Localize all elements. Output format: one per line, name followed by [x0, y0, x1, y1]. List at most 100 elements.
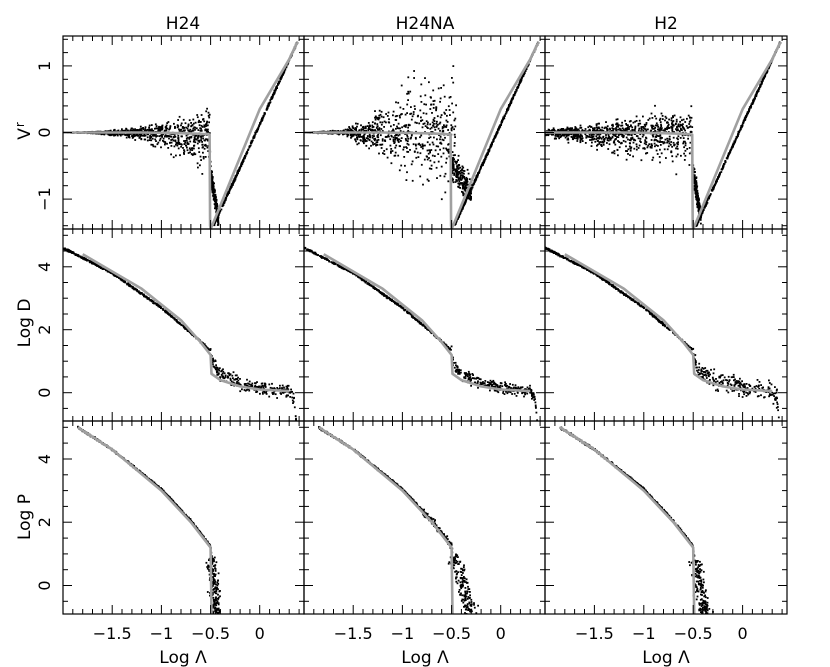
- simulation-point: [478, 171, 481, 174]
- simulation-point: [164, 134, 167, 137]
- simulation-point: [215, 209, 218, 211]
- simulation-point: [203, 147, 206, 150]
- simulation-point: [448, 109, 451, 111]
- simulation-point: [466, 196, 469, 199]
- simulation-point: [413, 70, 415, 72]
- simulation-point: [676, 126, 678, 128]
- simulation-point: [194, 121, 197, 124]
- x-axis-label-h2: Log Λ: [642, 648, 690, 667]
- simulation-point: [445, 147, 447, 150]
- simulation-point: [431, 131, 434, 133]
- simulation-point: [465, 198, 467, 201]
- simulation-point: [613, 134, 615, 136]
- simulation-point: [440, 165, 443, 168]
- simulation-point: [200, 124, 203, 127]
- simulation-point: [138, 133, 141, 136]
- simulation-point: [650, 129, 653, 132]
- simulation-point: [396, 138, 399, 141]
- simulation-point: [432, 100, 435, 102]
- simulation-point: [433, 120, 436, 122]
- simulation-point: [412, 113, 415, 116]
- simulation-point: [201, 126, 204, 128]
- simulation-point: [150, 124, 153, 126]
- simulation-point: [598, 130, 600, 132]
- simulation-point: [279, 77, 282, 80]
- simulation-point: [479, 168, 482, 170]
- simulation-point: [663, 129, 666, 132]
- simulation-point: [406, 135, 409, 138]
- simulation-point: [479, 166, 482, 168]
- simulation-point: [387, 111, 390, 114]
- simulation-point: [474, 178, 476, 181]
- simulation-point: [224, 198, 227, 201]
- simulation-point: [360, 124, 362, 127]
- simulation-point: [160, 134, 162, 137]
- simulation-point: [388, 118, 390, 121]
- simulation-point: [406, 103, 409, 106]
- simulation-point: [555, 133, 557, 135]
- simulation-point: [439, 174, 442, 177]
- simulation-point: [445, 119, 448, 122]
- simulation-point: [182, 147, 184, 149]
- simulation-point: [205, 138, 208, 141]
- simulation-point: [483, 160, 486, 163]
- simulation-point: [508, 104, 510, 107]
- simulation-point: [385, 121, 387, 124]
- simulation-point: [380, 115, 383, 118]
- simulation-point: [149, 129, 152, 132]
- simulation-point: [457, 171, 459, 173]
- simulation-point: [663, 148, 666, 151]
- simulation-point: [483, 159, 486, 162]
- simulation-point: [432, 143, 435, 146]
- simulation-point: [614, 138, 617, 141]
- simulation-point: [217, 222, 220, 225]
- simulation-point: [136, 129, 139, 132]
- simulation-point: [681, 119, 683, 122]
- simulation-point: [638, 127, 641, 130]
- simulation-point: [676, 153, 679, 156]
- simulation-point: [684, 144, 687, 147]
- simulation-point: [721, 168, 723, 171]
- simulation-point: [166, 142, 168, 145]
- simulation-point: [113, 134, 115, 137]
- simulation-point: [614, 133, 617, 135]
- simulation-point: [409, 90, 412, 93]
- simulation-point: [635, 145, 638, 148]
- simulation-point: [428, 137, 430, 139]
- simulation-point: [512, 97, 514, 99]
- simulation-point: [619, 133, 622, 136]
- simulation-point: [608, 143, 611, 146]
- simulation-point: [615, 123, 617, 126]
- simulation-point: [365, 140, 368, 142]
- simulation-point: [609, 138, 612, 141]
- simulation-point: [406, 134, 408, 137]
- simulation-point: [667, 123, 670, 126]
- simulation-point: [158, 139, 161, 142]
- simulation-point: [630, 134, 633, 136]
- simulation-point: [196, 116, 199, 119]
- simulation-point: [433, 155, 436, 157]
- simulation-point: [562, 134, 564, 137]
- simulation-point: [404, 126, 407, 128]
- simulation-point: [177, 119, 179, 121]
- simulation-point: [151, 143, 154, 146]
- simulation-point: [186, 149, 189, 152]
- simulation-point: [675, 129, 678, 132]
- simulation-point: [190, 122, 192, 124]
- simulation-point: [640, 126, 643, 128]
- simulation-point: [689, 116, 691, 119]
- simulation-point: [161, 133, 163, 136]
- simulation-point: [632, 141, 635, 144]
- simulation-point: [135, 133, 138, 136]
- simulation-point: [456, 217, 459, 219]
- simulation-point: [667, 125, 669, 127]
- simulation-point: [447, 151, 450, 154]
- simulation-point: [498, 125, 501, 127]
- simulation-point: [197, 147, 200, 150]
- simulation-point: [671, 160, 674, 163]
- simulation-point: [661, 115, 664, 117]
- simulation-point: [151, 137, 154, 140]
- simulation-point: [374, 122, 376, 125]
- simulation-point: [419, 136, 421, 139]
- simulation-point: [612, 125, 614, 127]
